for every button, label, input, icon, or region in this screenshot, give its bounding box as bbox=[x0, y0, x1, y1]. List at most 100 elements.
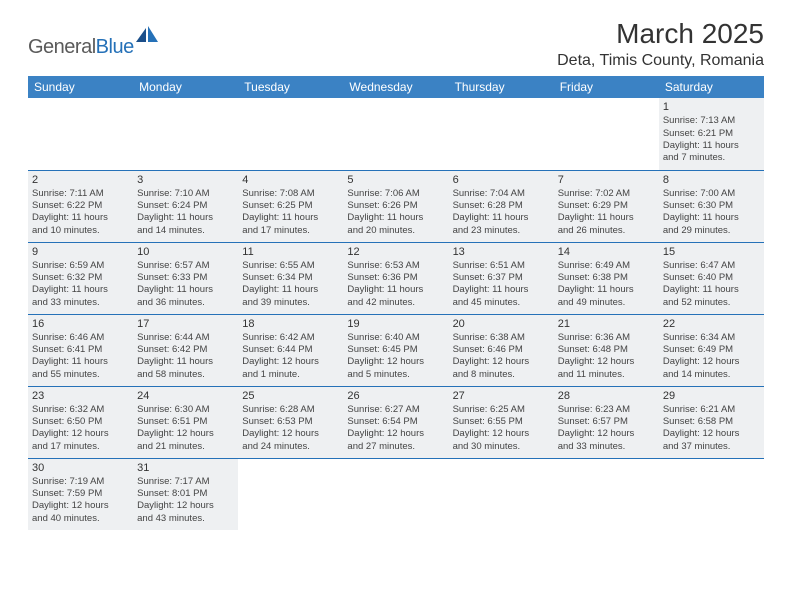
day-number: 27 bbox=[453, 389, 550, 403]
cell-line: Sunset: 6:58 PM bbox=[663, 416, 760, 428]
cell-line: Sunset: 6:54 PM bbox=[347, 416, 444, 428]
cell-line: Sunset: 6:38 PM bbox=[558, 272, 655, 284]
cell-line: Sunrise: 6:57 AM bbox=[137, 260, 234, 272]
cell-line: and 40 minutes. bbox=[32, 513, 129, 525]
calendar-cell: 9Sunrise: 6:59 AMSunset: 6:32 PMDaylight… bbox=[28, 242, 133, 314]
cell-line: Daylight: 12 hours bbox=[32, 428, 129, 440]
cell-line: Sunset: 6:30 PM bbox=[663, 200, 760, 212]
cell-line: and 29 minutes. bbox=[663, 225, 760, 237]
calendar-cell-empty bbox=[554, 98, 659, 170]
cell-line: Daylight: 11 hours bbox=[663, 140, 760, 152]
cell-line: Sunrise: 7:10 AM bbox=[137, 188, 234, 200]
day-header: Monday bbox=[133, 76, 238, 98]
cell-line: Sunrise: 6:36 AM bbox=[558, 332, 655, 344]
cell-line: and 45 minutes. bbox=[453, 297, 550, 309]
cell-line: Sunrise: 6:28 AM bbox=[242, 404, 339, 416]
calendar-cell: 14Sunrise: 6:49 AMSunset: 6:38 PMDayligh… bbox=[554, 242, 659, 314]
cell-line: Daylight: 11 hours bbox=[347, 212, 444, 224]
cell-line: Sunrise: 6:21 AM bbox=[663, 404, 760, 416]
calendar-cell: 11Sunrise: 6:55 AMSunset: 6:34 PMDayligh… bbox=[238, 242, 343, 314]
cell-line: Sunrise: 7:00 AM bbox=[663, 188, 760, 200]
calendar-cell: 10Sunrise: 6:57 AMSunset: 6:33 PMDayligh… bbox=[133, 242, 238, 314]
calendar-cell-empty bbox=[343, 98, 448, 170]
day-number: 17 bbox=[137, 317, 234, 331]
calendar-cell: 16Sunrise: 6:46 AMSunset: 6:41 PMDayligh… bbox=[28, 314, 133, 386]
cell-line: Sunrise: 6:32 AM bbox=[32, 404, 129, 416]
cell-line: Daylight: 11 hours bbox=[242, 284, 339, 296]
day-number: 30 bbox=[32, 461, 129, 475]
calendar-row: 16Sunrise: 6:46 AMSunset: 6:41 PMDayligh… bbox=[28, 314, 764, 386]
cell-line: Daylight: 12 hours bbox=[558, 428, 655, 440]
cell-line: and 33 minutes. bbox=[32, 297, 129, 309]
calendar-cell-empty bbox=[659, 458, 764, 530]
day-number: 5 bbox=[347, 173, 444, 187]
calendar-row: 2Sunrise: 7:11 AMSunset: 6:22 PMDaylight… bbox=[28, 170, 764, 242]
cell-line: Sunset: 6:44 PM bbox=[242, 344, 339, 356]
cell-line: Sunset: 6:50 PM bbox=[32, 416, 129, 428]
day-number: 9 bbox=[32, 245, 129, 259]
cell-line: Sunrise: 6:23 AM bbox=[558, 404, 655, 416]
day-number: 14 bbox=[558, 245, 655, 259]
day-number: 2 bbox=[32, 173, 129, 187]
day-number: 28 bbox=[558, 389, 655, 403]
cell-line: Sunrise: 7:17 AM bbox=[137, 476, 234, 488]
day-number: 31 bbox=[137, 461, 234, 475]
cell-line: Sunrise: 6:59 AM bbox=[32, 260, 129, 272]
cell-line: and 5 minutes. bbox=[347, 369, 444, 381]
day-number: 10 bbox=[137, 245, 234, 259]
logo-text-general: General bbox=[28, 36, 96, 59]
calendar-cell: 4Sunrise: 7:08 AMSunset: 6:25 PMDaylight… bbox=[238, 170, 343, 242]
cell-line: Sunset: 6:32 PM bbox=[32, 272, 129, 284]
cell-line: Sunset: 6:22 PM bbox=[32, 200, 129, 212]
calendar-cell: 12Sunrise: 6:53 AMSunset: 6:36 PMDayligh… bbox=[343, 242, 448, 314]
cell-line: and 27 minutes. bbox=[347, 441, 444, 453]
cell-line: Sunrise: 6:42 AM bbox=[242, 332, 339, 344]
cell-line: Sunrise: 7:11 AM bbox=[32, 188, 129, 200]
cell-line: Sunset: 6:57 PM bbox=[558, 416, 655, 428]
cell-line: Sunrise: 6:46 AM bbox=[32, 332, 129, 344]
calendar-cell: 22Sunrise: 6:34 AMSunset: 6:49 PMDayligh… bbox=[659, 314, 764, 386]
cell-line: and 37 minutes. bbox=[663, 441, 760, 453]
cell-line: Sunset: 6:53 PM bbox=[242, 416, 339, 428]
day-number: 8 bbox=[663, 173, 760, 187]
day-number: 11 bbox=[242, 245, 339, 259]
cell-line: Sunset: 6:28 PM bbox=[453, 200, 550, 212]
day-number: 6 bbox=[453, 173, 550, 187]
cell-line: Sunset: 6:36 PM bbox=[347, 272, 444, 284]
day-number: 20 bbox=[453, 317, 550, 331]
cell-line: Daylight: 11 hours bbox=[558, 284, 655, 296]
cell-line: Sunrise: 7:13 AM bbox=[663, 115, 760, 127]
calendar-cell: 24Sunrise: 6:30 AMSunset: 6:51 PMDayligh… bbox=[133, 386, 238, 458]
cell-line: Sunset: 6:29 PM bbox=[558, 200, 655, 212]
day-header: Saturday bbox=[659, 76, 764, 98]
cell-line: Sunset: 6:24 PM bbox=[137, 200, 234, 212]
cell-line: Daylight: 12 hours bbox=[137, 428, 234, 440]
cell-line: Daylight: 11 hours bbox=[663, 284, 760, 296]
cell-line: Daylight: 12 hours bbox=[347, 428, 444, 440]
day-number: 22 bbox=[663, 317, 760, 331]
calendar-cell: 2Sunrise: 7:11 AMSunset: 6:22 PMDaylight… bbox=[28, 170, 133, 242]
cell-line: Sunset: 6:48 PM bbox=[558, 344, 655, 356]
cell-line: Sunset: 6:55 PM bbox=[453, 416, 550, 428]
day-number: 4 bbox=[242, 173, 339, 187]
calendar-cell-empty bbox=[343, 458, 448, 530]
day-number: 15 bbox=[663, 245, 760, 259]
calendar-cell: 26Sunrise: 6:27 AMSunset: 6:54 PMDayligh… bbox=[343, 386, 448, 458]
calendar-cell: 18Sunrise: 6:42 AMSunset: 6:44 PMDayligh… bbox=[238, 314, 343, 386]
calendar-cell: 15Sunrise: 6:47 AMSunset: 6:40 PMDayligh… bbox=[659, 242, 764, 314]
cell-line: Daylight: 11 hours bbox=[137, 356, 234, 368]
cell-line: and 17 minutes. bbox=[242, 225, 339, 237]
cell-line: Sunset: 6:21 PM bbox=[663, 128, 760, 140]
cell-line: Daylight: 11 hours bbox=[32, 356, 129, 368]
calendar-cell: 21Sunrise: 6:36 AMSunset: 6:48 PMDayligh… bbox=[554, 314, 659, 386]
cell-line: Daylight: 12 hours bbox=[663, 356, 760, 368]
cell-line: and 49 minutes. bbox=[558, 297, 655, 309]
cell-line: Daylight: 11 hours bbox=[32, 212, 129, 224]
calendar-cell: 13Sunrise: 6:51 AMSunset: 6:37 PMDayligh… bbox=[449, 242, 554, 314]
calendar-cell-empty bbox=[238, 98, 343, 170]
day-number: 26 bbox=[347, 389, 444, 403]
cell-line: Daylight: 12 hours bbox=[453, 356, 550, 368]
calendar-cell: 25Sunrise: 6:28 AMSunset: 6:53 PMDayligh… bbox=[238, 386, 343, 458]
cell-line: Sunset: 6:41 PM bbox=[32, 344, 129, 356]
header: GeneralBlue March 2025 Deta, Timis Count… bbox=[28, 18, 764, 70]
